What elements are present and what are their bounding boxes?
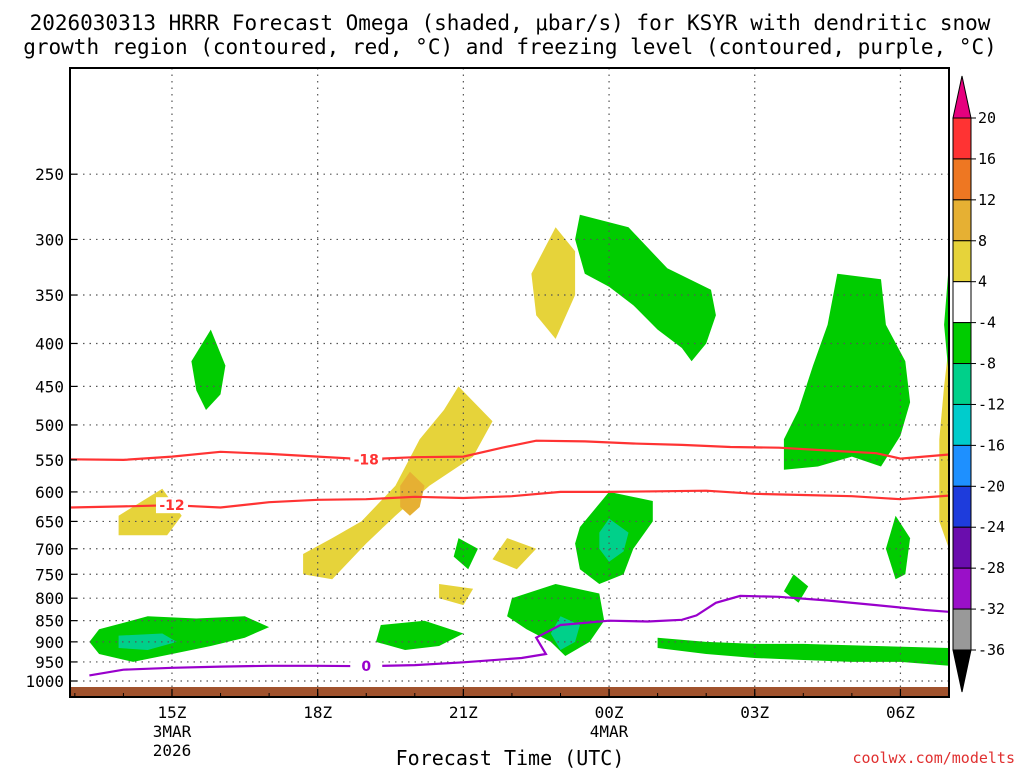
omega-yellow-edge — [939, 343, 949, 549]
xtick-label-00Z: 00Z — [595, 703, 624, 722]
omega-yellow-upper — [531, 227, 576, 339]
ytick-label-300: 300 — [35, 230, 64, 249]
contour-layer: -18 -12 0 — [70, 439, 949, 677]
ytick-label-650: 650 — [35, 512, 64, 531]
colorbar-bin — [952, 117, 972, 160]
chart-title-line2: growth region (contoured, red, °C) and f… — [23, 35, 997, 59]
colorbar-label: 4 — [978, 273, 987, 291]
dgz-minus12-label: -12 — [159, 498, 184, 514]
dgz-minus12-label-bg — [155, 497, 188, 514]
omega-green-low-a — [507, 584, 605, 656]
ytick-label-700: 700 — [35, 540, 64, 559]
colorbar-label: -4 — [978, 314, 996, 332]
omega-green-small-f — [885, 515, 911, 580]
omega-green-low-c — [376, 620, 464, 650]
xtick-date-15Z: 3MAR — [153, 722, 192, 741]
xtick-label-15Z: 15Z — [158, 703, 187, 722]
xtick-date-00Z: 4MAR — [590, 722, 629, 741]
ytick-label-450: 450 — [35, 377, 64, 396]
xtick-label-18Z: 18Z — [303, 703, 332, 722]
colorbar-bin — [952, 485, 972, 528]
colorbar-bin — [952, 158, 972, 201]
omega-yellow-small-b — [439, 584, 474, 606]
omega-teal-mid — [599, 518, 629, 562]
colorbar-label: -20 — [978, 477, 1005, 495]
ytick-label-800: 800 — [35, 589, 64, 608]
xtick-label-03Z: 03Z — [740, 703, 769, 722]
colorbar-label: -12 — [978, 395, 1005, 413]
colorbar-label: -36 — [978, 641, 1005, 659]
dgz-minus18-label: -18 — [354, 452, 379, 468]
omega-teal-low-b — [118, 633, 177, 650]
colorbar-label: 16 — [978, 150, 996, 168]
colorbar: 20 16 12 8 4 -4 -8 -12 -16 -20 -24 -28 -32 -36 — [952, 75, 1005, 693]
credit-link[interactable]: coolwx.com/modelts — [852, 749, 1015, 767]
ytick-label-500: 500 — [35, 416, 64, 435]
freezing-level-0-label-bg — [350, 658, 383, 675]
dgz-minus18-line — [70, 439, 949, 462]
colorbar-label: 8 — [978, 232, 987, 250]
omega-green-upper — [575, 214, 716, 362]
ytick-label-950: 950 — [35, 653, 64, 672]
colorbar-bin — [952, 240, 972, 283]
colorbar-bin — [952, 526, 972, 569]
dgz-minus12-line — [70, 489, 949, 509]
omega-green-small-e — [783, 574, 809, 603]
freezing-level-0-line — [89, 594, 949, 677]
chart-title-line1: 2026030313 HRRR Forecast Omega (shaded, … — [30, 11, 991, 35]
ytick-label-550: 550 — [35, 451, 64, 470]
ytick-label-400: 400 — [35, 334, 64, 353]
omega-orange-pocket — [400, 471, 425, 516]
colorbar-label: -16 — [978, 436, 1005, 454]
colorbar-bin — [952, 363, 972, 405]
ytick-label-250: 250 — [35, 165, 64, 184]
colorbar-bin — [952, 567, 972, 610]
colorbar-bin — [952, 403, 972, 446]
ytick-label-1000: 1000 — [25, 672, 64, 691]
ytick-label-850: 850 — [35, 612, 64, 631]
colorbar-bin — [952, 444, 972, 487]
colorbar-bin — [952, 608, 972, 651]
xtick-label-06Z: 06Z — [886, 703, 915, 722]
ytick-label-900: 900 — [35, 633, 64, 652]
colorbar-bin — [952, 322, 972, 365]
plot-area — [70, 68, 949, 697]
ytick-label-600: 600 — [35, 483, 64, 502]
omega-green-low-d — [657, 637, 949, 666]
x-axis-label: Forecast Time (UTC) — [396, 746, 625, 768]
ytick-label-350: 350 — [35, 286, 64, 305]
colorbar-label: -28 — [978, 559, 1005, 577]
omega-yellow-diagonal — [303, 386, 493, 580]
xtick-label-21Z: 21Z — [449, 703, 478, 722]
omega-green-small-c — [453, 538, 478, 570]
plot-frame — [69, 67, 950, 698]
colorbar-label: -8 — [978, 355, 996, 373]
colorbar-bottom-arrow — [952, 649, 972, 693]
omega-green-low-b — [89, 616, 270, 662]
axes: 250 300 350 400 450 500 550 600 650 700 750 800 850 9… — [25, 67, 950, 760]
omega-green-small — [191, 329, 226, 410]
colorbar-label: 20 — [978, 109, 996, 127]
grid-lines — [70, 68, 949, 697]
colorbar-bin — [952, 281, 972, 324]
ytick-label-750: 750 — [35, 565, 64, 584]
colorbar-label: -32 — [978, 600, 1005, 618]
colorbar-label: -24 — [978, 518, 1005, 536]
omega-green-right — [783, 273, 911, 470]
omega-green-edge — [944, 262, 949, 379]
xtick-year-15Z: 2026 — [153, 741, 192, 760]
dgz-minus18-label-bg — [350, 451, 383, 468]
omega-yellow-small-a — [492, 538, 537, 570]
freezing-level-0-label: 0 — [361, 659, 371, 675]
colorbar-bin — [952, 199, 972, 242]
colorbar-top-arrow — [952, 75, 972, 119]
terrain-ground — [70, 687, 949, 697]
colorbar-label: 12 — [978, 191, 996, 209]
